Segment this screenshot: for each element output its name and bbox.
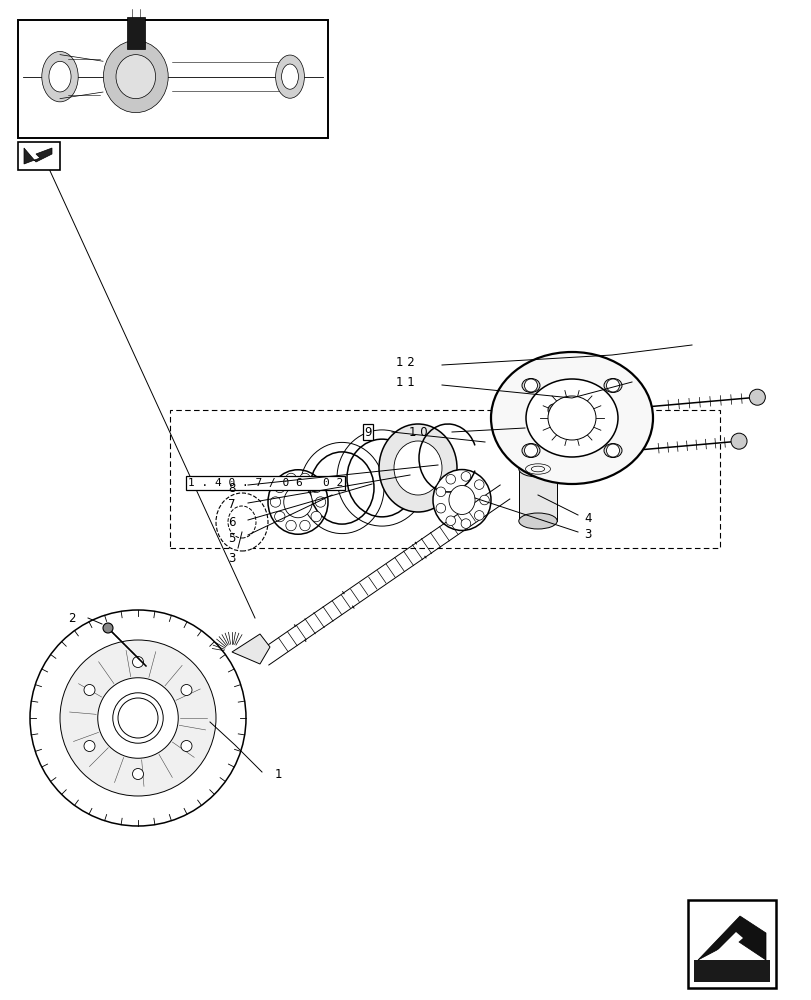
- Ellipse shape: [393, 441, 441, 495]
- Polygon shape: [697, 916, 765, 960]
- Circle shape: [113, 693, 163, 743]
- Circle shape: [274, 482, 285, 493]
- Ellipse shape: [749, 389, 765, 405]
- Circle shape: [181, 740, 191, 752]
- Text: 7: 7: [228, 498, 235, 511]
- Circle shape: [315, 497, 325, 507]
- Circle shape: [270, 497, 281, 507]
- Bar: [18, 142, 60, 170]
- Text: 5: 5: [228, 531, 235, 544]
- Circle shape: [132, 768, 144, 780]
- Ellipse shape: [603, 444, 621, 458]
- Ellipse shape: [103, 623, 113, 633]
- Circle shape: [311, 511, 321, 522]
- Circle shape: [547, 404, 560, 416]
- Ellipse shape: [521, 444, 539, 458]
- Circle shape: [60, 640, 216, 796]
- Ellipse shape: [432, 470, 491, 530]
- Text: 8: 8: [228, 482, 235, 494]
- Polygon shape: [24, 148, 52, 164]
- Circle shape: [132, 656, 144, 668]
- Text: 6: 6: [228, 516, 235, 528]
- Text: 4: 4: [584, 511, 591, 524]
- Circle shape: [461, 519, 470, 528]
- Polygon shape: [232, 634, 270, 664]
- Ellipse shape: [228, 506, 255, 538]
- Circle shape: [118, 698, 158, 738]
- Circle shape: [474, 511, 483, 520]
- Text: 3: 3: [584, 528, 591, 541]
- Ellipse shape: [491, 352, 652, 484]
- Circle shape: [606, 444, 619, 457]
- Bar: [518, 469, 556, 521]
- Text: 1 2: 1 2: [395, 356, 414, 368]
- Polygon shape: [707, 932, 742, 960]
- Ellipse shape: [730, 433, 746, 449]
- Ellipse shape: [116, 55, 156, 99]
- Text: 1 . 4 0 . 7 / 0 6   0 2: 1 . 4 0 . 7 / 0 6 0 2: [188, 478, 343, 488]
- Circle shape: [524, 444, 537, 457]
- Text: 1 1: 1 1: [395, 375, 414, 388]
- Bar: [687, 900, 775, 988]
- Circle shape: [97, 678, 178, 758]
- Ellipse shape: [518, 513, 556, 529]
- Circle shape: [445, 474, 455, 484]
- Ellipse shape: [216, 493, 268, 551]
- Ellipse shape: [521, 378, 539, 392]
- Ellipse shape: [103, 41, 168, 113]
- Text: 1 0: 1 0: [408, 426, 427, 438]
- Circle shape: [479, 495, 489, 505]
- Ellipse shape: [379, 424, 457, 512]
- Ellipse shape: [275, 55, 304, 98]
- Ellipse shape: [526, 379, 617, 457]
- Bar: [18, 20, 328, 138]
- Ellipse shape: [268, 470, 328, 534]
- Ellipse shape: [281, 64, 298, 89]
- Ellipse shape: [547, 396, 595, 440]
- Text: 3: 3: [228, 551, 235, 564]
- Circle shape: [474, 480, 483, 489]
- Circle shape: [299, 473, 310, 484]
- Circle shape: [445, 516, 455, 526]
- Circle shape: [436, 487, 445, 497]
- Ellipse shape: [518, 461, 556, 477]
- Circle shape: [84, 740, 95, 752]
- Circle shape: [299, 520, 310, 531]
- Text: 1: 1: [274, 768, 281, 781]
- Circle shape: [181, 684, 191, 696]
- Ellipse shape: [49, 61, 71, 92]
- Circle shape: [461, 472, 470, 481]
- Circle shape: [274, 511, 285, 522]
- Circle shape: [285, 520, 296, 531]
- Circle shape: [30, 610, 246, 826]
- Text: 9: 9: [364, 426, 371, 438]
- Ellipse shape: [41, 51, 78, 102]
- Bar: [127, 17, 144, 49]
- Polygon shape: [695, 916, 765, 974]
- Ellipse shape: [603, 378, 621, 392]
- Bar: [693, 960, 769, 982]
- Circle shape: [606, 379, 619, 392]
- Text: 2: 2: [68, 611, 75, 624]
- Bar: [169, 410, 719, 548]
- Ellipse shape: [283, 486, 312, 518]
- Circle shape: [84, 684, 95, 696]
- Circle shape: [436, 503, 445, 513]
- Ellipse shape: [448, 486, 474, 514]
- Circle shape: [524, 379, 537, 392]
- Circle shape: [311, 482, 321, 493]
- Circle shape: [285, 473, 296, 484]
